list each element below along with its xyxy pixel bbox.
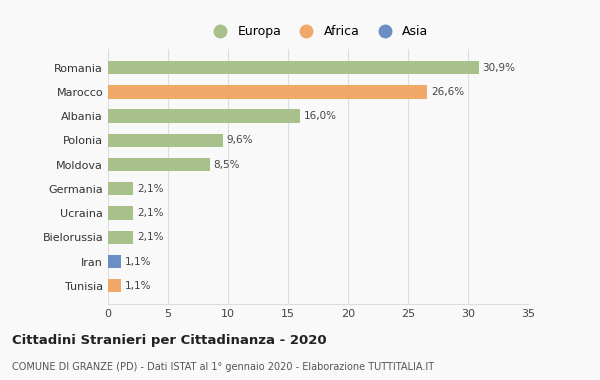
Bar xyxy=(108,109,300,123)
Text: 2,1%: 2,1% xyxy=(137,232,163,242)
Bar xyxy=(108,134,223,147)
Bar xyxy=(108,182,133,195)
Bar xyxy=(108,255,121,268)
Text: 30,9%: 30,9% xyxy=(482,63,515,73)
Text: 1,1%: 1,1% xyxy=(125,281,151,291)
Text: 26,6%: 26,6% xyxy=(431,87,464,97)
Text: Cittadini Stranieri per Cittadinanza - 2020: Cittadini Stranieri per Cittadinanza - 2… xyxy=(12,334,326,347)
Text: 8,5%: 8,5% xyxy=(214,160,240,169)
Text: 16,0%: 16,0% xyxy=(304,111,337,121)
Bar xyxy=(108,61,479,74)
Bar xyxy=(108,279,121,293)
Text: 2,1%: 2,1% xyxy=(137,184,163,194)
Text: COMUNE DI GRANZE (PD) - Dati ISTAT al 1° gennaio 2020 - Elaborazione TUTTITALIA.: COMUNE DI GRANZE (PD) - Dati ISTAT al 1°… xyxy=(12,363,434,372)
Legend: Europa, Africa, Asia: Europa, Africa, Asia xyxy=(202,20,433,43)
Bar xyxy=(108,206,133,220)
Bar xyxy=(108,231,133,244)
Bar xyxy=(108,158,210,171)
Text: 9,6%: 9,6% xyxy=(227,135,253,145)
Text: 2,1%: 2,1% xyxy=(137,208,163,218)
Bar xyxy=(108,85,427,98)
Text: 1,1%: 1,1% xyxy=(125,256,151,266)
